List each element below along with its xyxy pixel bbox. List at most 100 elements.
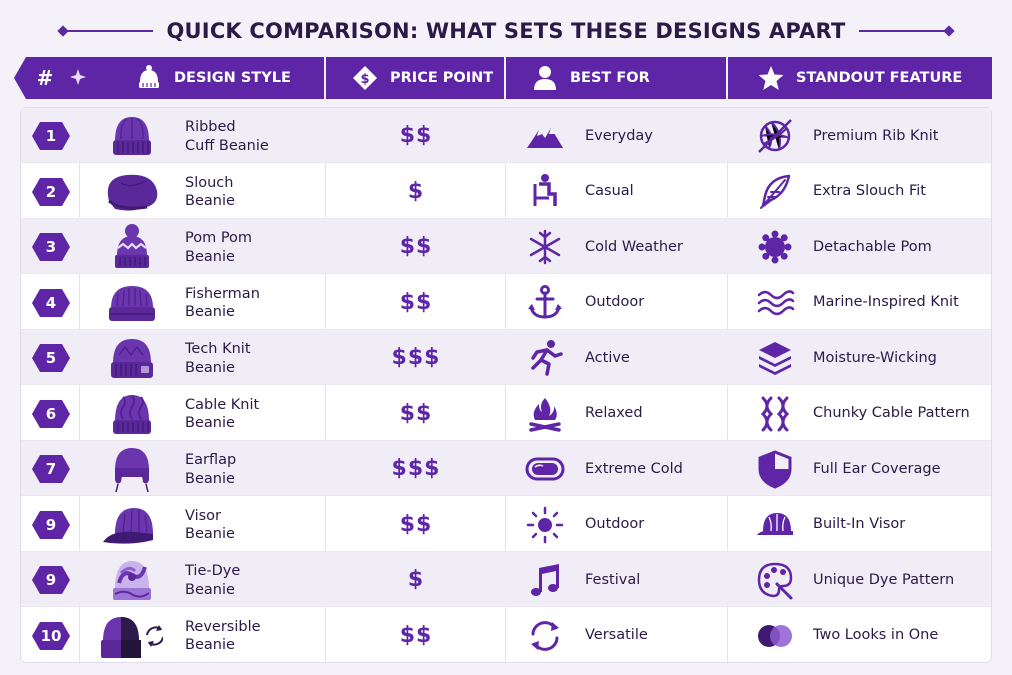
table-row: 6 Cable Knit Beanie $$ Relaxed Chunky Ca…	[21, 386, 991, 441]
row-number-badge: 5	[31, 343, 71, 373]
row-number-badge: 10	[31, 621, 71, 651]
design-style-name: Reversible Beanie	[185, 618, 261, 654]
slouch-beanie-icon	[107, 174, 158, 211]
campfire-icon	[529, 397, 561, 432]
header-design-style-label: DESIGN STYLE	[174, 70, 291, 86]
row-number: 3	[45, 238, 57, 256]
design-style-name: Earflap Beanie	[185, 452, 237, 487]
snowflake-icon	[529, 229, 561, 265]
table-row: 10 Reversible Beanie $$ Versatile Two Lo…	[21, 608, 991, 663]
header-standout-feature-label: STANDOUT FEATURE	[796, 70, 963, 86]
best-for-text: Festival	[585, 571, 641, 588]
feather-icon	[760, 174, 791, 209]
price-point: $	[407, 567, 425, 592]
standout-feature-text: Unique Dye Pattern	[813, 571, 955, 588]
refresh-icon	[531, 620, 559, 651]
fisherman-beanie-icon	[109, 285, 155, 321]
standout-feature-text: Moisture-Wicking	[813, 349, 937, 366]
design-style-name: Ribbed Cuff Beanie	[185, 119, 269, 154]
best-for-text: Outdoor	[585, 294, 645, 310]
pom-pom-beanie-icon	[115, 224, 149, 268]
row-number: 10	[40, 626, 62, 645]
best-for-text: Active	[585, 349, 630, 366]
header-best-for-label: BEST FOR	[570, 70, 650, 86]
price-point: $$	[399, 622, 433, 648]
table-row: 5 Tech Knit Beanie $$$ Active Moisture-W…	[21, 330, 991, 385]
design-style-name: Fisherman Beanie	[185, 285, 260, 321]
visor-beanie-icon	[103, 507, 153, 544]
title-divider-right	[859, 30, 950, 32]
design-style-name: Visor Beanie	[185, 507, 235, 543]
row-number-badge: 7	[31, 454, 71, 484]
price-point: $$$	[391, 345, 441, 370]
title-divider-left	[62, 30, 153, 32]
design-style-name: Tie-Dye Beanie	[185, 563, 241, 598]
row-number-badge: 4	[31, 288, 71, 318]
best-for-text: Versatile	[585, 627, 648, 643]
beanie-header-icon	[134, 63, 164, 93]
shield-icon	[758, 450, 792, 489]
design-style-name: Tech Knit Beanie	[185, 341, 251, 376]
row-number: 6	[45, 404, 57, 423]
row-number: 7	[45, 460, 57, 478]
best-for-text: Everyday	[585, 127, 653, 144]
cable-knit-beanie-icon	[113, 394, 151, 434]
table-row: 3 Pom Pom Beanie $$ Cold Weather Detacha…	[21, 219, 991, 274]
table-header: DESIGN STYLE $ PRICE POINT BEST FOR STAN…	[14, 57, 992, 99]
sun-icon	[526, 506, 564, 543]
header-price-point: $ PRICE POINT	[326, 57, 504, 99]
price-point: $$	[399, 234, 433, 259]
standout-feature-text: Premium Rib Knit	[813, 127, 939, 144]
row-number-badge: 9	[31, 510, 71, 540]
design-style-name: Cable Knit Beanie	[185, 396, 260, 432]
runner-icon	[531, 340, 563, 376]
tie-dye-beanie-icon	[113, 561, 151, 600]
row-number: 9	[45, 571, 57, 589]
title-row: QUICK COMPARISON: WHAT SETS THESE DESIGN…	[0, 0, 1012, 62]
table-row: 9 Tie-Dye Beanie $ Festival Unique Dye P…	[21, 552, 991, 607]
price-tag-header-icon: $	[350, 63, 380, 93]
header-number-badge: #	[12, 55, 96, 101]
column-divider	[505, 108, 506, 664]
standout-feature-text: Chunky Cable Pattern	[813, 405, 970, 421]
earflap-beanie-icon	[115, 448, 149, 493]
header-standout-feature: STANDOUT FEATURE	[728, 57, 992, 99]
column-divider	[325, 108, 326, 664]
pom-icon	[758, 230, 792, 264]
column-divider	[79, 108, 80, 664]
best-for-text: Extreme Cold	[585, 460, 683, 477]
anchor-icon	[528, 284, 562, 319]
design-style-name: Pom Pom Beanie	[185, 230, 253, 265]
reversible-beanie-icon	[101, 616, 163, 658]
price-point: $$	[399, 123, 433, 148]
person-header-icon	[530, 63, 560, 93]
row-number-badge: 9	[31, 565, 71, 595]
two-circles-icon	[758, 624, 792, 647]
column-divider	[727, 108, 728, 664]
page-title: QUICK COMPARISON: WHAT SETS THESE DESIGN…	[166, 19, 846, 43]
best-for-text: Casual	[585, 183, 634, 199]
price-point: $$	[399, 511, 433, 537]
music-note-icon	[531, 564, 559, 596]
row-number: 4	[45, 293, 57, 312]
price-point: $$	[399, 289, 433, 315]
palette-icon	[757, 562, 793, 600]
header-price-point-label: PRICE POINT	[390, 70, 494, 86]
comparison-table: 1 Ribbed Cuff Beanie $$ Everyday Premium…	[20, 107, 992, 664]
goggles-icon	[525, 457, 565, 481]
row-number-badge: 6	[31, 399, 71, 429]
table-row: 1 Ribbed Cuff Beanie $$ Everyday Premium…	[21, 108, 991, 163]
standout-feature-text: Marine-Inspired Knit	[813, 294, 959, 310]
mountain-icon	[527, 128, 563, 148]
row-number: 5	[45, 349, 57, 367]
best-for-text: Relaxed	[585, 405, 643, 421]
best-for-text: Outdoor	[585, 516, 645, 532]
person-seated-icon	[533, 173, 557, 206]
table-row: 9 Visor Beanie $$ Outdoor Built-In Visor	[21, 497, 991, 552]
best-for-text: Cold Weather	[585, 238, 683, 255]
header-number-label: #	[36, 66, 54, 90]
cap-icon	[757, 512, 793, 535]
layers-icon	[759, 342, 791, 375]
standout-feature-text: Extra Slouch Fit	[813, 183, 926, 199]
row-number: 2	[45, 182, 57, 201]
